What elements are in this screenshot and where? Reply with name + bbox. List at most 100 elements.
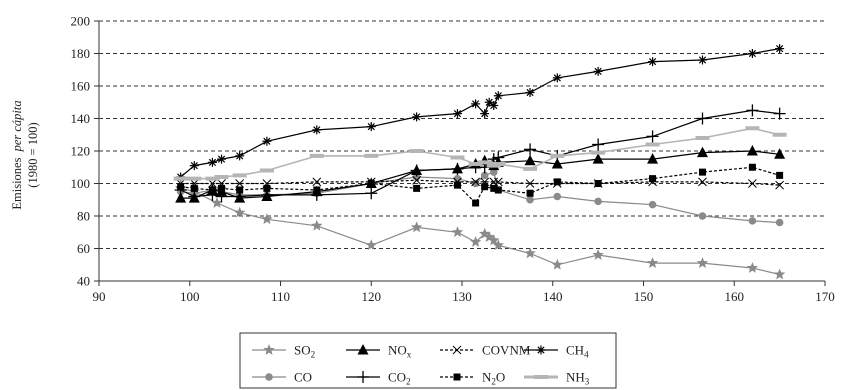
x-tick-label-150: 150 xyxy=(634,289,654,304)
legend-marker-1 xyxy=(265,373,273,381)
y-tick-label-120: 120 xyxy=(71,144,91,159)
data-point-7-9 xyxy=(450,155,465,160)
data-point-6-8 xyxy=(412,112,422,122)
data-point-7-0 xyxy=(173,176,188,181)
data-point-5-4 xyxy=(236,186,244,194)
data-point-6-18 xyxy=(648,57,658,67)
data-point-1-11 xyxy=(480,171,489,180)
data-point-7-10 xyxy=(468,162,483,166)
legend-box xyxy=(239,332,617,389)
data-point-4-10 xyxy=(471,177,480,187)
legend-item-3: CO2 xyxy=(346,370,411,387)
data-point-4-20 xyxy=(775,180,784,190)
series-7 xyxy=(173,126,787,181)
data-point-1-12 xyxy=(489,168,498,176)
data-point-7-8 xyxy=(409,149,424,153)
legend-marker-0 xyxy=(263,344,275,355)
data-point-0-6 xyxy=(365,239,377,251)
legend-item-5: N2O xyxy=(440,370,505,387)
legend-label-1: CO xyxy=(294,370,312,385)
data-point-5-17 xyxy=(649,175,657,183)
data-point-5-1 xyxy=(190,184,198,192)
data-point-6-21 xyxy=(775,44,785,54)
data-point-7-18 xyxy=(695,136,710,140)
data-point-5-20 xyxy=(776,171,784,179)
data-point-2-17 xyxy=(647,153,659,164)
legend-item-1: CO xyxy=(252,370,312,385)
data-point-6-13 xyxy=(489,101,499,110)
data-point-6-19 xyxy=(697,55,707,65)
data-point-5-14 xyxy=(526,189,534,197)
data-point-1-17 xyxy=(648,200,657,209)
data-point-6-1 xyxy=(189,161,199,171)
legend-item-4: COVNM xyxy=(440,343,531,358)
series-0 xyxy=(175,182,786,280)
data-point-6-15 xyxy=(525,88,535,97)
svg-text:Emisiones per cápita: Emisiones per cápita xyxy=(10,100,24,209)
data-point-3-1 xyxy=(188,190,201,203)
data-point-5-3 xyxy=(218,184,226,192)
data-point-5-5 xyxy=(263,184,271,192)
data-point-5-10 xyxy=(472,199,480,207)
x-tick-label-130: 130 xyxy=(452,289,472,304)
data-point-0-17 xyxy=(646,257,659,268)
data-point-0-7 xyxy=(410,221,423,233)
series-line-0 xyxy=(180,187,780,276)
data-point-5-13 xyxy=(494,186,502,194)
legend-item-0: SO2 xyxy=(252,343,315,360)
series-line-4 xyxy=(180,179,780,186)
data-point-4-14 xyxy=(525,179,535,188)
data-point-4-19 xyxy=(748,179,757,188)
data-point-1-15 xyxy=(553,192,562,201)
data-point-7-7 xyxy=(364,153,379,158)
y-axis-label-italic: per cápita xyxy=(10,100,24,152)
x-tick-label-110: 110 xyxy=(271,289,290,304)
data-point-4-12 xyxy=(489,177,499,187)
y-tick-label-160: 160 xyxy=(71,79,91,94)
legend-marker-6 xyxy=(536,345,546,355)
data-point-6-14 xyxy=(493,91,503,101)
data-point-5-15 xyxy=(553,178,561,186)
data-point-3-9 xyxy=(451,162,464,175)
x-tick-label-90: 90 xyxy=(93,289,106,304)
legend-label-0: SO2 xyxy=(294,343,315,360)
data-point-6-11 xyxy=(480,109,490,119)
legend-label-6: CH4 xyxy=(566,343,589,360)
y-tick-labels: 40 60 80 100 120 140 160 180 200 xyxy=(71,14,91,289)
data-point-7-20 xyxy=(772,132,787,137)
data-point-5-0 xyxy=(177,183,185,191)
data-point-7-19 xyxy=(745,126,760,131)
data-point-3-18 xyxy=(696,112,709,125)
x-tick-label-140: 140 xyxy=(543,289,563,304)
data-point-7-4 xyxy=(232,173,247,178)
data-point-7-11 xyxy=(477,160,492,165)
data-point-0-4 xyxy=(261,213,273,225)
data-point-5-7 xyxy=(367,180,375,187)
data-point-0-20 xyxy=(773,268,786,280)
data-point-1-19 xyxy=(748,217,757,225)
data-point-2-15 xyxy=(551,158,563,169)
data-point-5-6 xyxy=(313,186,321,194)
series-line-5 xyxy=(180,166,780,204)
data-point-3-20 xyxy=(773,107,786,120)
legend-marker-5 xyxy=(453,373,461,381)
data-point-3-14 xyxy=(524,143,537,156)
data-point-5-18 xyxy=(698,168,706,176)
x-tick-label-170: 170 xyxy=(815,289,835,304)
data-point-0-2 xyxy=(211,197,223,208)
data-point-5-12 xyxy=(490,184,498,192)
data-point-6-17 xyxy=(593,66,603,76)
data-point-6-12 xyxy=(484,97,494,107)
data-point-6-10 xyxy=(471,99,481,109)
y-tick-label-40: 40 xyxy=(77,274,90,289)
legend-marker-2 xyxy=(357,344,369,355)
data-point-4-6 xyxy=(312,177,322,187)
data-point-7-15 xyxy=(550,153,565,158)
data-point-5-16 xyxy=(594,180,602,187)
data-point-7-3 xyxy=(214,175,229,179)
legend-label-4: COVNM xyxy=(482,343,531,358)
data-point-0-3 xyxy=(234,206,246,218)
data-point-0-15 xyxy=(551,258,563,270)
data-point-0-13 xyxy=(492,239,504,251)
axes xyxy=(94,20,826,286)
